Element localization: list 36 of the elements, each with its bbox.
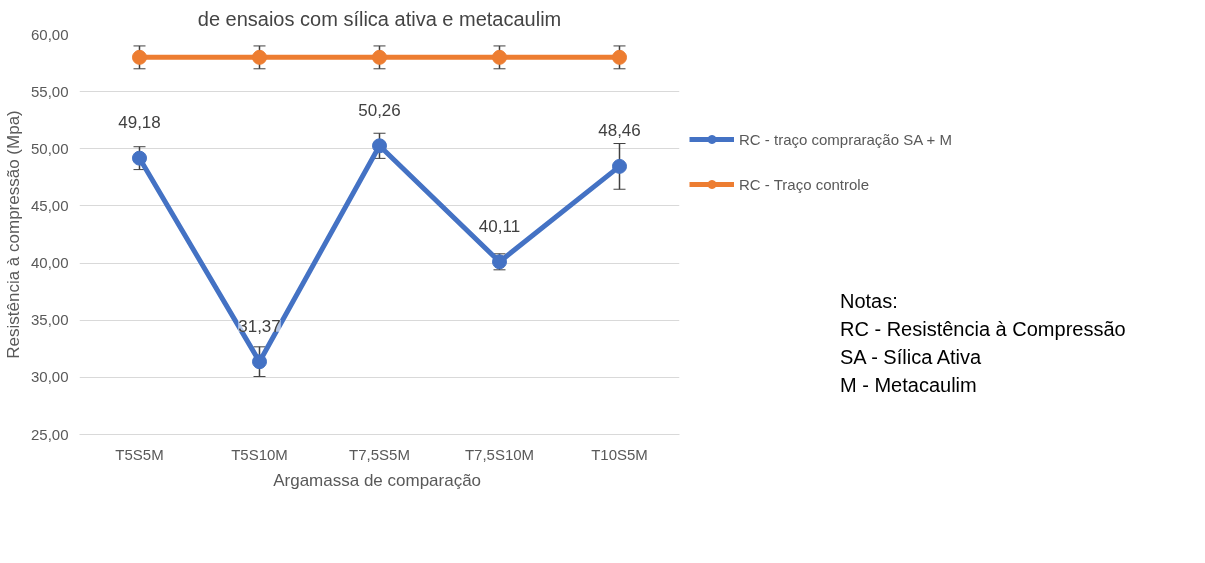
point <box>252 49 267 65</box>
point <box>132 150 147 166</box>
data-label: 50,26 <box>358 100 401 120</box>
text: RC - Resistência à Compressão <box>840 318 1126 340</box>
y-tick-label: 30,00 <box>30 368 69 386</box>
legend-label: RC - Traço controle <box>739 175 870 193</box>
x-tick-label: T5S5M <box>115 445 164 463</box>
y-tick-label: 60,00 <box>30 25 69 43</box>
x-axis-title: Argamassa de comparação <box>273 470 482 490</box>
x-tick-label: T7,5S5M <box>349 445 410 463</box>
y-tick-label: 35,00 <box>30 311 69 329</box>
y-tick-label: 40,00 <box>30 254 69 272</box>
point <box>372 138 387 154</box>
x-tick-label: T10S5M <box>591 445 648 463</box>
point <box>252 354 267 370</box>
x-tick-label: T5S10M <box>231 445 288 463</box>
point <box>612 49 627 65</box>
point <box>612 158 627 174</box>
y-tick-label: 25,00 <box>30 425 69 443</box>
y-axis-title: Resistência à compressão (Mpa) <box>3 110 23 359</box>
point <box>492 49 507 65</box>
point <box>132 49 147 65</box>
point <box>372 49 387 65</box>
data-label: 31,37 <box>238 316 281 336</box>
text: SA - Sílica Ativa <box>840 346 982 368</box>
data-label: 49,18 <box>118 113 161 133</box>
x-tick-label: T7,5S10M <box>464 445 535 463</box>
data-label: 48,46 <box>598 121 641 141</box>
chart-title: de ensaios com sílica ativa e metacaulim <box>197 7 562 30</box>
data-label: 40,11 <box>478 216 521 236</box>
text: M - Metacaulim <box>840 374 977 396</box>
text: Notas: <box>840 290 898 312</box>
y-tick-label: 55,00 <box>30 82 69 100</box>
legend-label: RC - traço compraração SA + M <box>739 130 952 148</box>
y-tick-label: 45,00 <box>30 196 69 214</box>
y-tick-label: 50,00 <box>30 139 69 157</box>
